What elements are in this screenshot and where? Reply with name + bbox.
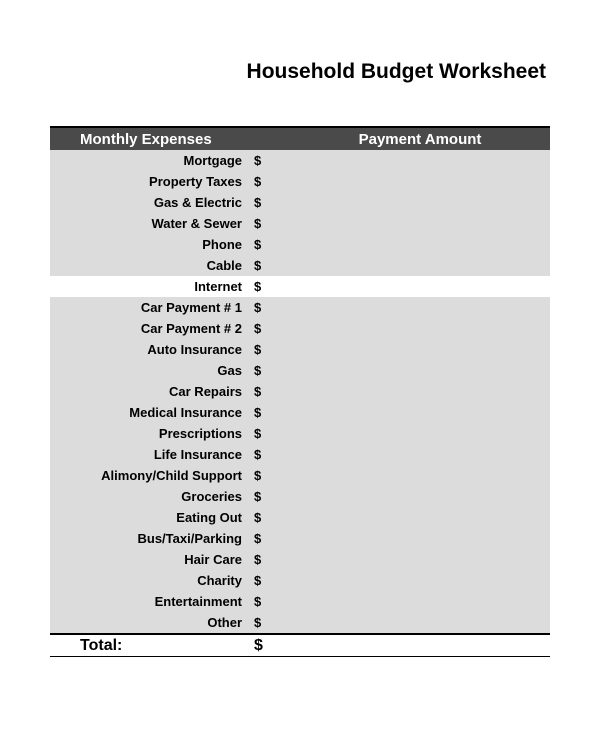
- row-currency-symbol: $: [250, 174, 270, 189]
- row-label: Alimony/Child Support: [50, 468, 250, 483]
- row-currency-symbol: $: [250, 363, 270, 378]
- row-label: Phone: [50, 237, 250, 252]
- row-label: Internet: [50, 279, 250, 294]
- row-label: Gas: [50, 363, 250, 378]
- row-currency-symbol: $: [250, 552, 270, 567]
- table-row: Phone$: [50, 234, 550, 255]
- row-currency-symbol: $: [250, 258, 270, 273]
- table-row: Life Insurance$: [50, 444, 550, 465]
- row-currency-symbol: $: [250, 384, 270, 399]
- row-label: Auto Insurance: [50, 342, 250, 357]
- row-currency-symbol: $: [250, 237, 270, 252]
- total-row: Total: $: [50, 633, 550, 657]
- row-label: Car Repairs: [50, 384, 250, 399]
- row-currency-symbol: $: [250, 468, 270, 483]
- table-row: Bus/Taxi/Parking$: [50, 528, 550, 549]
- table-row: Hair Care$: [50, 549, 550, 570]
- row-label: Medical Insurance: [50, 405, 250, 420]
- table-row: Entertainment$: [50, 591, 550, 612]
- row-label: Entertainment: [50, 594, 250, 609]
- table-row: Cable$: [50, 255, 550, 276]
- header-label-col: Monthly Expenses: [50, 131, 250, 148]
- row-label: Charity: [50, 573, 250, 588]
- row-label: Mortgage: [50, 153, 250, 168]
- table-row: Alimony/Child Support$: [50, 465, 550, 486]
- expenses-table: Monthly Expenses Payment Amount Mortgage…: [50, 126, 550, 657]
- row-currency-symbol: $: [250, 216, 270, 231]
- total-label: Total:: [50, 637, 250, 655]
- table-row: Car Payment # 2$: [50, 318, 550, 339]
- row-label: Gas & Electric: [50, 195, 250, 210]
- row-currency-symbol: $: [250, 531, 270, 546]
- row-label: Eating Out: [50, 510, 250, 525]
- row-label: Car Payment # 2: [50, 321, 250, 336]
- row-label: Hair Care: [50, 552, 250, 567]
- row-currency-symbol: $: [250, 573, 270, 588]
- row-currency-symbol: $: [250, 510, 270, 525]
- row-currency-symbol: $: [250, 447, 270, 462]
- table-row: Internet$: [50, 276, 550, 297]
- row-label: Cable: [50, 258, 250, 273]
- row-label: Car Payment # 1: [50, 300, 250, 315]
- row-currency-symbol: $: [250, 342, 270, 357]
- row-label: Other: [50, 615, 250, 630]
- table-row: Car Repairs$: [50, 381, 550, 402]
- table-row: Eating Out$: [50, 507, 550, 528]
- table-row: Gas$: [50, 360, 550, 381]
- table-header: Monthly Expenses Payment Amount: [50, 126, 550, 150]
- table-row: Other$: [50, 612, 550, 633]
- row-currency-symbol: $: [250, 426, 270, 441]
- row-currency-symbol: $: [250, 300, 270, 315]
- table-row: Property Taxes$: [50, 171, 550, 192]
- table-row: Medical Insurance$: [50, 402, 550, 423]
- table-row: Groceries$: [50, 486, 550, 507]
- table-body: Mortgage$Property Taxes$Gas & Electric$W…: [50, 150, 550, 633]
- row-label: Life Insurance: [50, 447, 250, 462]
- table-row: Prescriptions$: [50, 423, 550, 444]
- row-currency-symbol: $: [250, 195, 270, 210]
- row-label: Property Taxes: [50, 174, 250, 189]
- row-label: Water & Sewer: [50, 216, 250, 231]
- row-currency-symbol: $: [250, 153, 270, 168]
- header-amount-col: Payment Amount: [250, 131, 550, 148]
- row-label: Bus/Taxi/Parking: [50, 531, 250, 546]
- table-row: Water & Sewer$: [50, 213, 550, 234]
- table-row: Car Payment # 1$: [50, 297, 550, 318]
- total-currency-symbol: $: [250, 637, 270, 655]
- row-currency-symbol: $: [250, 489, 270, 504]
- row-currency-symbol: $: [250, 405, 270, 420]
- table-row: Gas & Electric$: [50, 192, 550, 213]
- table-row: Charity$: [50, 570, 550, 591]
- page-title: Household Budget Worksheet: [50, 60, 550, 84]
- row-label: Prescriptions: [50, 426, 250, 441]
- table-row: Auto Insurance$: [50, 339, 550, 360]
- row-currency-symbol: $: [250, 594, 270, 609]
- table-row: Mortgage$: [50, 150, 550, 171]
- row-currency-symbol: $: [250, 321, 270, 336]
- row-currency-symbol: $: [250, 279, 270, 294]
- row-currency-symbol: $: [250, 615, 270, 630]
- row-label: Groceries: [50, 489, 250, 504]
